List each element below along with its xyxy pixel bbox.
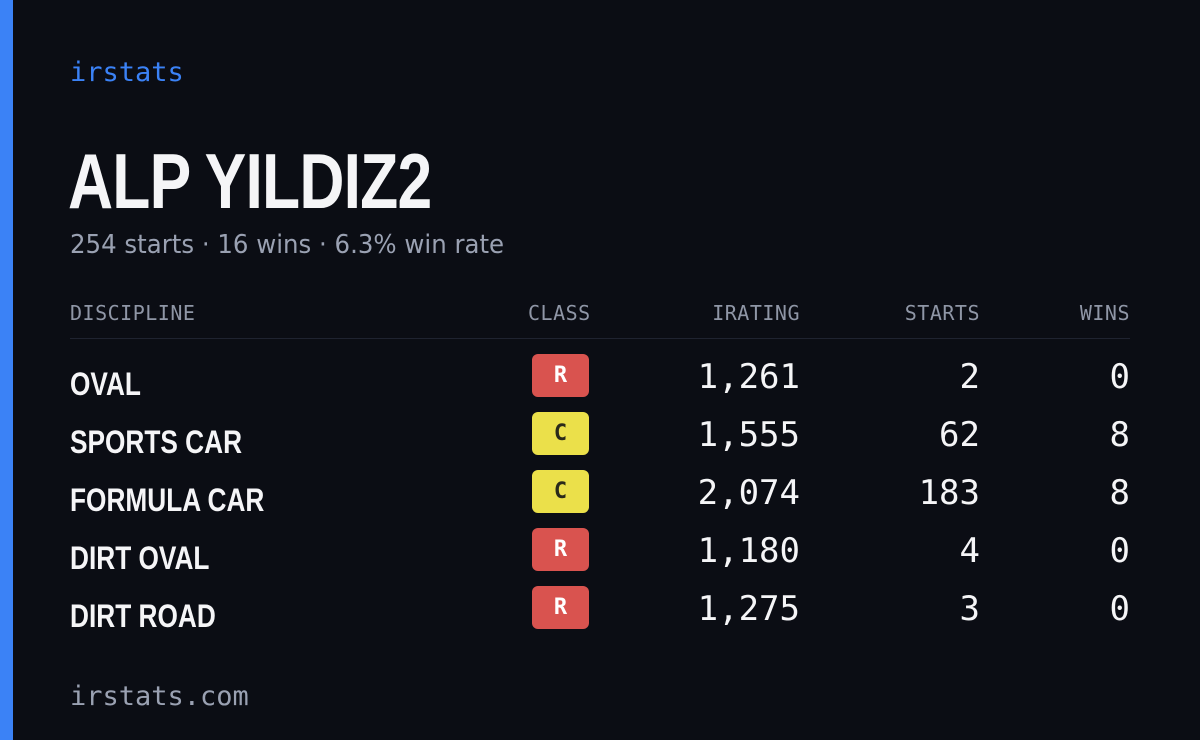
table-row: DIRT OVAL R 1,180 4 0 [70, 528, 1130, 586]
table-row: DIRT ROAD R 1,275 3 0 [70, 586, 1130, 644]
irating-value: 1,275 [697, 589, 800, 629]
starts-value: 4 [959, 531, 980, 571]
irating-value: 1,555 [697, 415, 800, 455]
wins-value: 0 [1109, 357, 1130, 397]
header-class: CLASS [528, 301, 591, 325]
irating-value: 2,074 [697, 473, 800, 513]
discipline-name: DIRT OVAL [70, 540, 210, 576]
header-wins: WINS [1079, 301, 1130, 325]
license-class-badge: C [532, 470, 589, 513]
brand-logo: irstats [70, 57, 184, 88]
table-header: DISCIPLINE CLASS IRATING STARTS WINS [70, 300, 1130, 339]
starts-value: 2 [959, 357, 980, 397]
table-row: SPORTS CAR C 1,555 62 8 [70, 412, 1130, 470]
irating-value: 1,261 [697, 357, 800, 397]
license-class-badge: R [532, 354, 589, 397]
footer-url: irstats.com [70, 681, 249, 712]
table-row: FORMULA CAR C 2,074 183 8 [70, 470, 1130, 528]
discipline-name: DIRT ROAD [70, 598, 216, 634]
starts-value: 183 [918, 473, 980, 513]
license-class-badge: R [532, 528, 589, 571]
table-row: OVAL R 1,261 2 0 [70, 354, 1130, 412]
license-class-badge: C [532, 412, 589, 455]
starts-value: 62 [939, 415, 980, 455]
header-starts: STARTS [904, 301, 980, 325]
discipline-name: SPORTS CAR [70, 424, 243, 460]
wins-value: 8 [1109, 415, 1130, 455]
wins-value: 8 [1109, 473, 1130, 513]
wins-value: 0 [1109, 531, 1130, 571]
discipline-name: FORMULA CAR [70, 482, 265, 518]
header-discipline: DISCIPLINE [70, 301, 196, 325]
header-irating: IRATING [712, 301, 800, 325]
driver-summary: 254 starts · 16 wins · 6.3% win rate [70, 230, 505, 260]
discipline-name: OVAL [70, 366, 141, 402]
license-class-badge: R [532, 586, 589, 629]
driver-name: ALP YILDIZ2 [68, 137, 432, 225]
starts-value: 3 [959, 589, 980, 629]
irating-value: 1,180 [697, 531, 800, 571]
accent-bar [0, 0, 13, 740]
wins-value: 0 [1109, 589, 1130, 629]
